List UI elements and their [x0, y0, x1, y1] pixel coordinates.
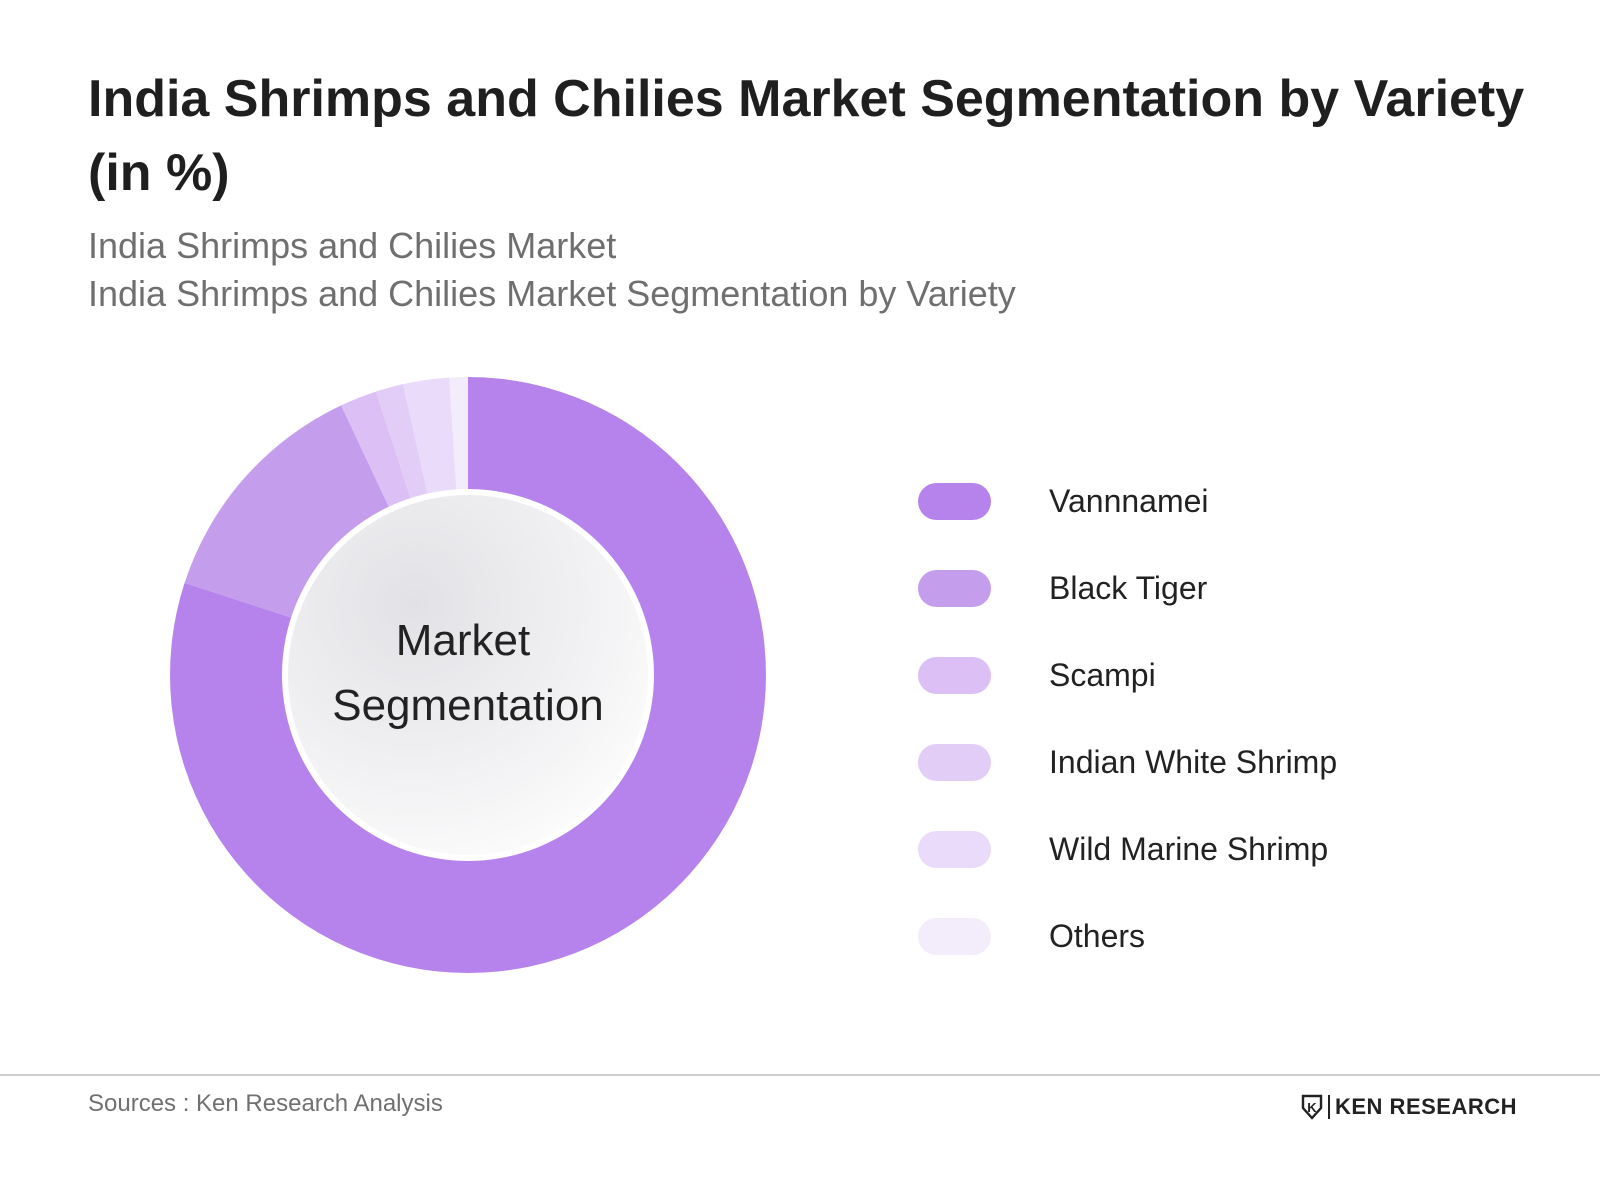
legend-item-wild-marine-shrimp: Wild Marine Shrimp [918, 806, 1478, 893]
chart-subtitle-1: India Shrimps and Chilies Market [88, 225, 617, 266]
legend-swatch [918, 657, 991, 694]
legend-item-others: Others [918, 893, 1478, 980]
legend-swatch [918, 483, 991, 520]
legend-swatch [918, 831, 991, 868]
donut-hole [288, 495, 648, 855]
center-label-line-2: Segmentation [332, 681, 604, 730]
svg-text:K: K [1307, 1100, 1317, 1115]
brand-separator [1328, 1095, 1330, 1119]
legend-label: Scampi [1049, 657, 1156, 693]
legend-label: Black Tiger [1049, 570, 1208, 606]
legend-label: Indian White Shrimp [1049, 744, 1338, 780]
source-note: Sources : Ken Research Analysis [88, 1090, 443, 1117]
legend-swatch [918, 918, 991, 955]
legend-swatch [918, 744, 991, 781]
legend-item-scampi: Scampi [918, 632, 1478, 719]
brand-name: KEN RESEARCH [1335, 1094, 1518, 1119]
chart-title: India Shrimps and Chilies Market Segment… [88, 70, 1525, 202]
brand-logo: K KEN RESEARCH [1300, 1094, 1517, 1120]
legend-item-vannnamei: Vannnamei [918, 458, 1478, 545]
legend-label: Others [1049, 918, 1146, 954]
legend: Vannnamei Black Tiger Scampi Indian Whit… [918, 458, 1478, 980]
legend-label: Vannnamei [1049, 483, 1209, 519]
chart-subtitle-2: India Shrimps and Chilies Market Segment… [88, 273, 1016, 314]
legend-swatch [918, 570, 991, 607]
ken-research-logo-icon: K [1301, 1094, 1323, 1120]
legend-item-indian-white-shrimp: Indian White Shrimp [918, 719, 1478, 806]
center-label-line-1: Market [396, 616, 530, 665]
legend-label: Wild Marine Shrimp [1049, 831, 1329, 867]
donut-chart: Market Segmentation [169, 377, 767, 973]
legend-item-black-tiger: Black Tiger [918, 545, 1478, 632]
footer-divider [0, 1074, 1600, 1076]
